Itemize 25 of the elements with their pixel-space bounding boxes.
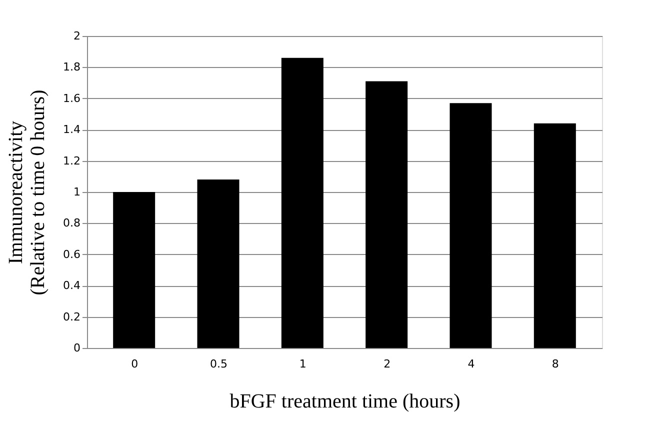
y-tick-label: 0.6 (63, 248, 80, 261)
x-tick-label: 1 (299, 358, 306, 370)
x-tick-label: 0.5 (210, 358, 228, 370)
y-tick-label: 0.2 (63, 310, 80, 324)
y-tick-label: 1.2 (63, 154, 80, 168)
bar (366, 81, 408, 348)
y-tick-label: 0.4 (63, 279, 80, 292)
y-tick-label: 1.8 (63, 60, 80, 74)
bar (113, 192, 156, 348)
y-tick-label: 1.4 (63, 123, 80, 136)
y-tick-label: 2 (74, 30, 80, 42)
y-tick-label: 1.6 (63, 92, 80, 105)
x-tick-label: 2 (384, 358, 391, 370)
bar (197, 180, 240, 348)
y-axis-title: Immunoreactivity (Relative to time 0 hours) (5, 90, 50, 296)
x-axis-title: bFGF treatment time (hours) (230, 390, 460, 412)
bar (450, 103, 492, 348)
bar (534, 123, 576, 348)
x-tick-label: 0 (131, 358, 138, 370)
x-tick-label: 8 (552, 358, 559, 370)
bar (281, 58, 324, 348)
y-tick-label: 1 (74, 186, 80, 198)
y-tick-label: 0.8 (63, 216, 80, 230)
y-tick-label: 0 (74, 342, 80, 354)
x-tick-label: 4 (468, 358, 475, 370)
